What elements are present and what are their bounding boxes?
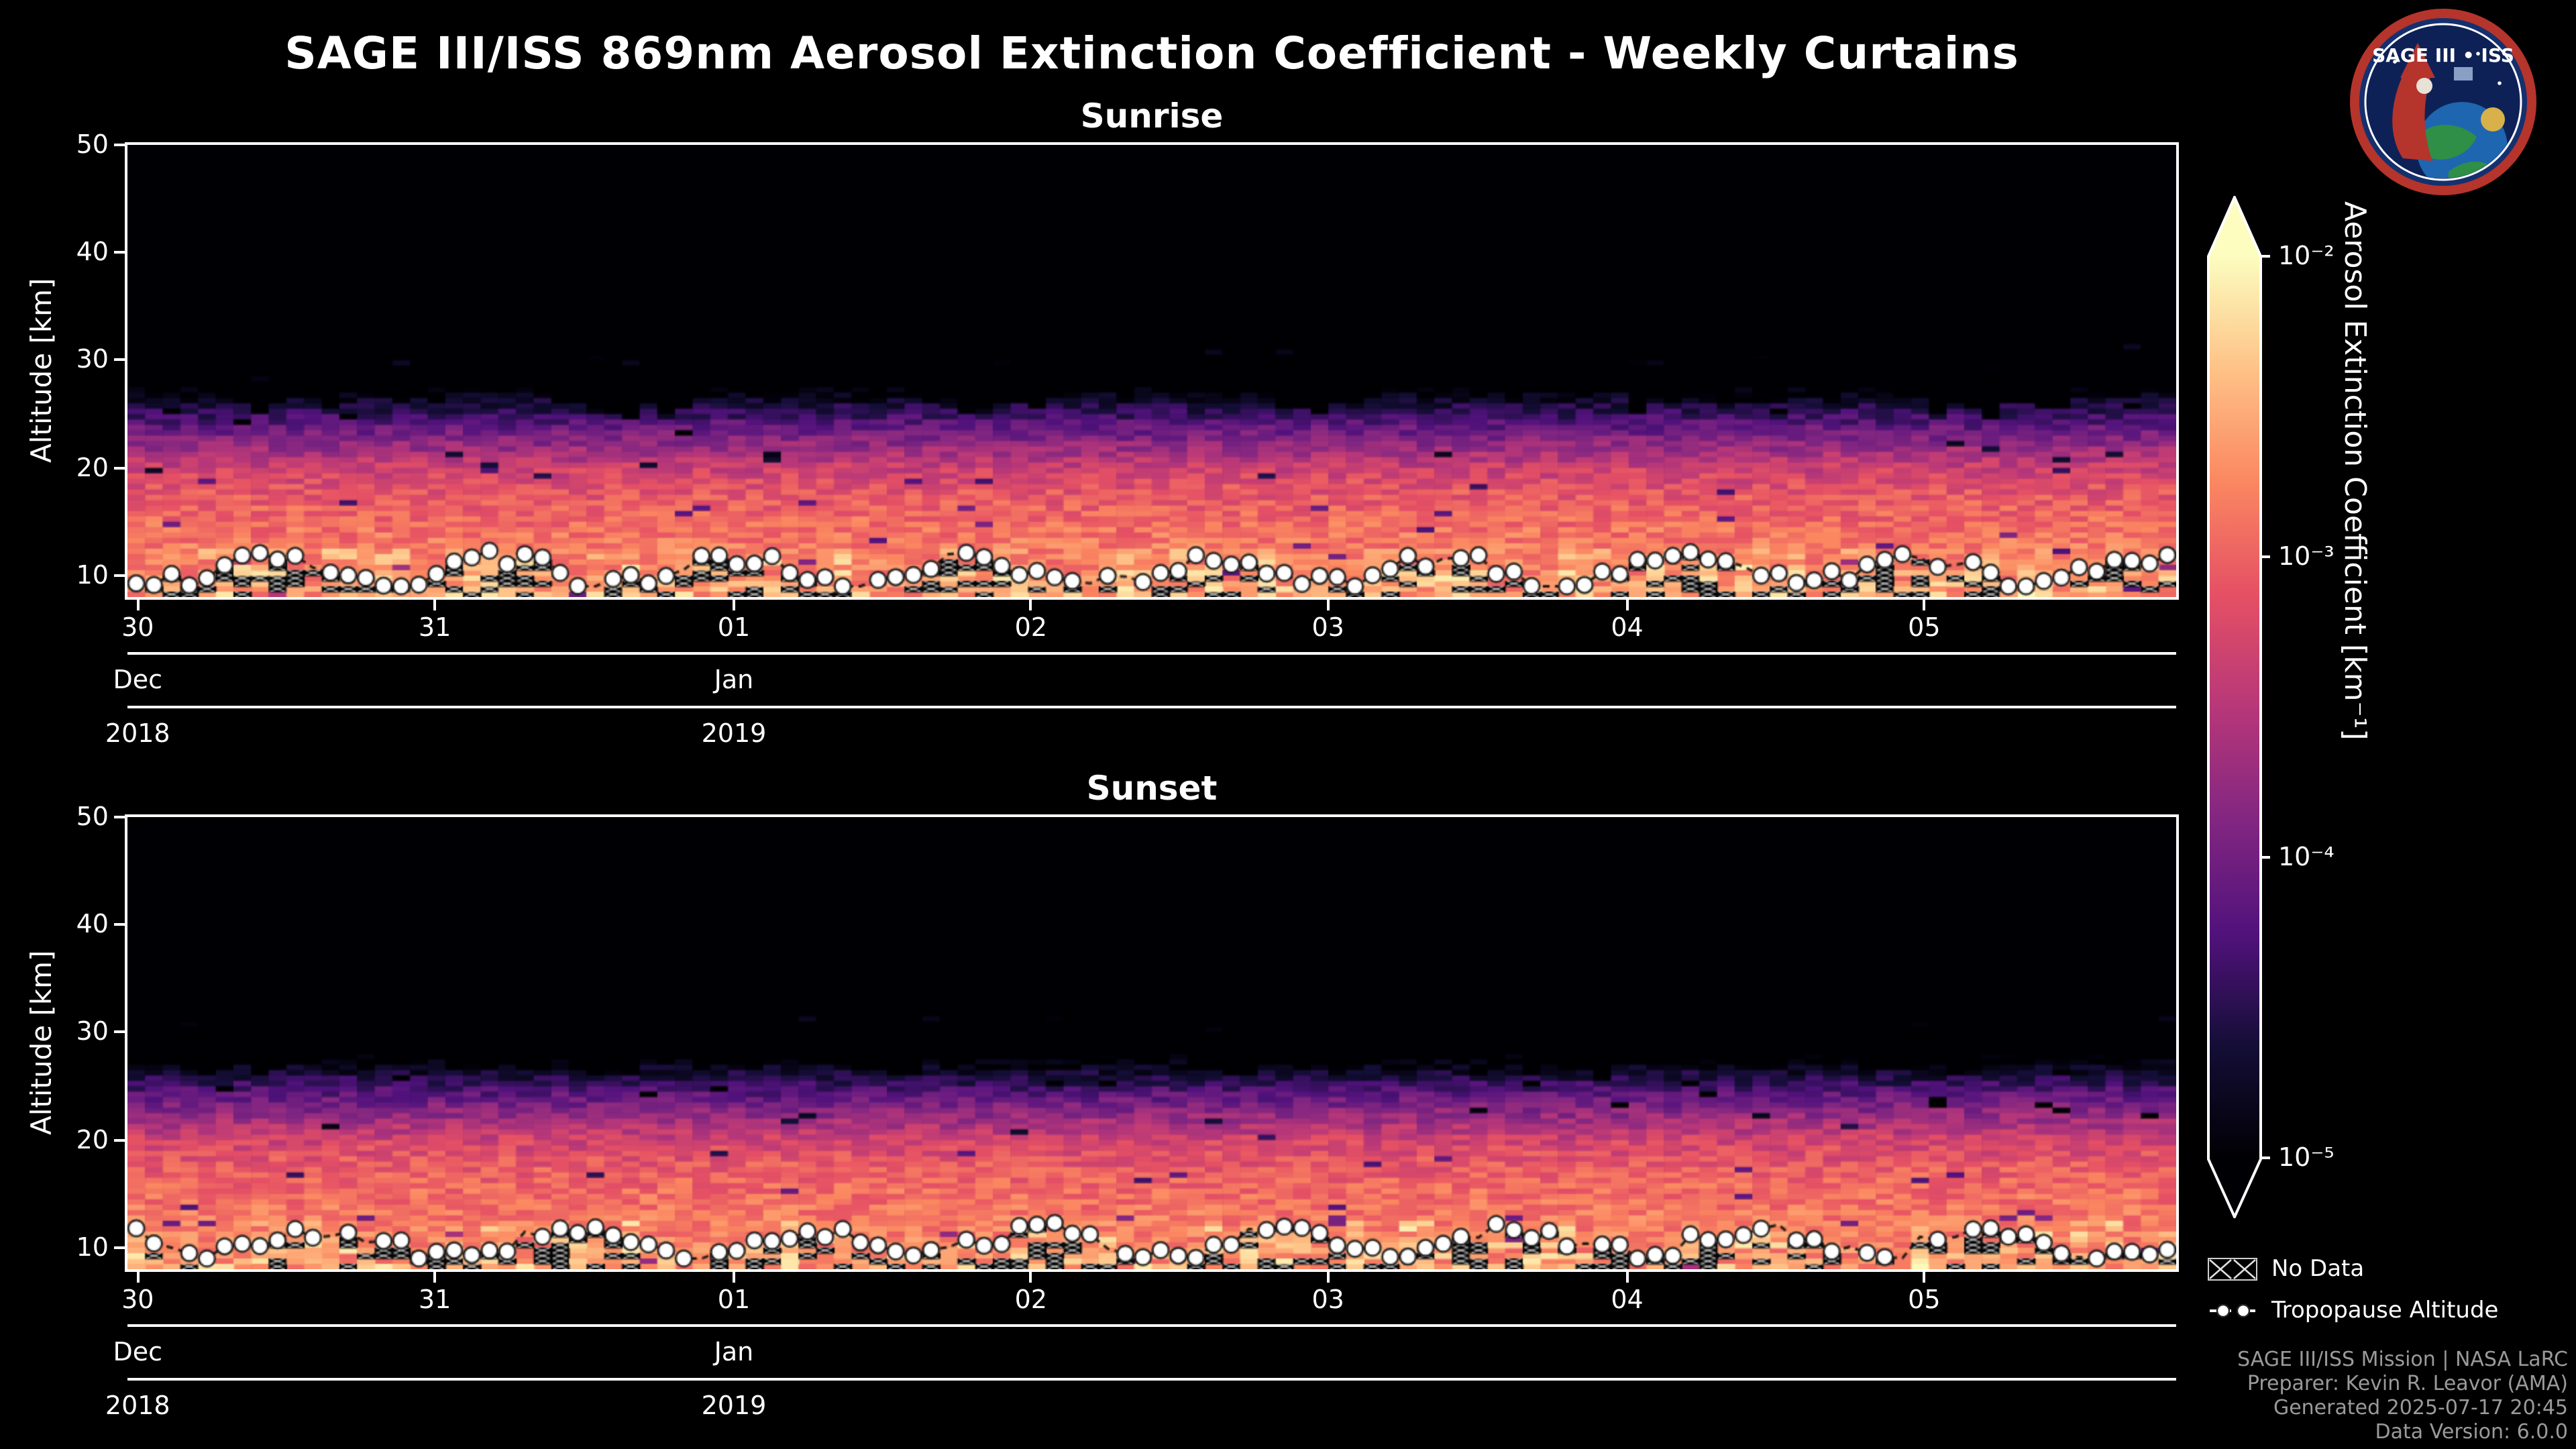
mission-logo-text: SAGE III • ISS xyxy=(2372,44,2514,66)
x-tick-label: 02 xyxy=(1014,613,1047,643)
colorbar-tick-label: 10⁻⁵ xyxy=(2278,1143,2334,1173)
month-label: Jan xyxy=(714,1338,754,1367)
date-axis-line xyxy=(127,1324,2176,1327)
year-label: 2018 xyxy=(105,1391,170,1421)
x-tick-mark xyxy=(136,1272,140,1283)
plot-frame-sunrise xyxy=(125,142,2179,600)
panel-title-sunrise: Sunrise xyxy=(1080,97,1224,136)
legend-tropopause-label: Tropopause Altitude xyxy=(2271,1297,2499,1324)
y-tick-mark xyxy=(114,466,125,470)
y-tick-mark xyxy=(114,144,125,146)
mission-logo: SAGE III • ISS xyxy=(2350,9,2536,195)
x-tick-mark xyxy=(1029,1272,1032,1283)
credit-line: Data Version: 6.0.0 xyxy=(2375,1419,2568,1444)
plot-frame-sunset xyxy=(125,814,2179,1272)
x-tick-label: 30 xyxy=(121,1285,154,1315)
colorbar-tick-label: 10⁻³ xyxy=(2278,541,2334,572)
x-tick-mark xyxy=(433,1272,437,1283)
y-tick-mark xyxy=(114,1138,125,1142)
no-data-hatch-icon xyxy=(2208,1258,2257,1281)
date-axis-line xyxy=(127,706,2176,708)
credit-line: Preparer: Kevin R. Leavor (AMA) xyxy=(2247,1371,2568,1395)
y-tick-mark xyxy=(114,251,125,254)
x-tick-mark xyxy=(1923,600,1926,610)
colorbar-tick-label: 10⁻⁴ xyxy=(2278,843,2334,873)
x-tick-label: 04 xyxy=(1611,1285,1644,1315)
x-tick-label: 04 xyxy=(1611,613,1644,643)
month-label: Jan xyxy=(714,665,754,695)
credits: SAGE III/ISS Mission | NASA LaRC Preparer… xyxy=(2237,1347,2568,1444)
x-tick-mark xyxy=(136,600,140,610)
x-tick-label: 31 xyxy=(418,1285,451,1315)
x-tick-mark xyxy=(1625,600,1629,610)
colorbar xyxy=(2207,196,2262,1218)
credit-line: Generated 2025-07-17 20:45 xyxy=(2273,1395,2568,1419)
x-tick-label: 03 xyxy=(1311,1285,1344,1315)
x-tick-label: 01 xyxy=(717,613,751,643)
y-tick-mark xyxy=(114,1246,125,1249)
y-tick-mark xyxy=(114,923,125,926)
date-axis-line xyxy=(127,652,2176,655)
legend-tropopause: Tropopause Altitude xyxy=(2207,1297,2498,1324)
colorbar-bar xyxy=(2207,196,2262,1218)
credit-line: SAGE III/ISS Mission | NASA LaRC xyxy=(2237,1347,2568,1371)
x-tick-label: 02 xyxy=(1014,1285,1047,1315)
x-tick-mark xyxy=(1923,1272,1926,1283)
y-axis-label-sunset: Altitude [km] xyxy=(25,951,58,1136)
colorbar-label: Aerosol Extinction Coefficient [km⁻¹] xyxy=(2337,201,2371,741)
x-tick-mark xyxy=(1029,600,1032,610)
y-tick-mark xyxy=(114,816,125,818)
x-tick-mark xyxy=(1625,1272,1629,1283)
heatmap-sunrise xyxy=(127,145,2176,597)
heatmap-sunset xyxy=(127,817,2176,1269)
legend-no-data-label: No Data xyxy=(2271,1256,2365,1283)
x-tick-mark xyxy=(433,600,437,610)
x-tick-mark xyxy=(1326,600,1330,610)
date-axis-line xyxy=(127,1378,2176,1381)
x-tick-mark xyxy=(732,1272,735,1283)
x-tick-label: 01 xyxy=(717,1285,751,1315)
legend-no-data: No Data xyxy=(2207,1256,2364,1283)
year-label: 2018 xyxy=(105,719,170,749)
month-label: Dec xyxy=(113,1338,163,1367)
y-tick-mark xyxy=(114,574,125,577)
figure-title: SAGE III/ISS 869nm Aerosol Extinction Co… xyxy=(284,27,2019,79)
x-tick-label: 30 xyxy=(121,613,154,643)
y-axis-label-sunrise: Altitude [km] xyxy=(25,278,58,464)
x-tick-mark xyxy=(732,600,735,610)
x-tick-label: 31 xyxy=(418,613,451,643)
panel-title-sunset: Sunset xyxy=(1086,769,1218,808)
x-tick-mark xyxy=(1326,1272,1330,1283)
year-label: 2019 xyxy=(701,1391,767,1421)
x-tick-label: 03 xyxy=(1311,613,1344,643)
x-tick-label: 05 xyxy=(1908,1285,1941,1315)
tropopause-line-icon xyxy=(2210,1303,2255,1318)
month-label: Dec xyxy=(113,665,163,695)
colorbar-tick-label: 10⁻² xyxy=(2278,241,2334,271)
y-tick-mark xyxy=(114,1030,125,1034)
x-tick-label: 05 xyxy=(1908,613,1941,643)
y-tick-mark xyxy=(114,358,125,362)
year-label: 2019 xyxy=(701,719,767,749)
